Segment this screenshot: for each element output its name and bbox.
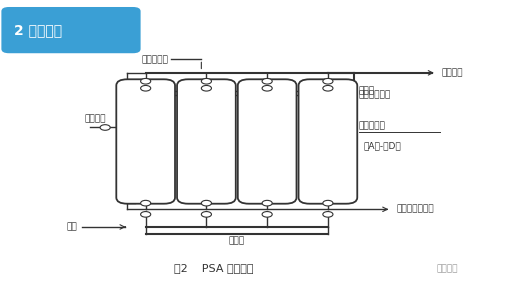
Circle shape bbox=[262, 85, 272, 91]
Circle shape bbox=[262, 78, 272, 84]
Circle shape bbox=[323, 200, 333, 206]
Text: 图2    PSA 工艺流程: 图2 PSA 工艺流程 bbox=[174, 263, 254, 273]
FancyBboxPatch shape bbox=[238, 79, 297, 204]
Text: 产品出气管: 产品出气管 bbox=[142, 55, 168, 64]
Circle shape bbox=[202, 200, 211, 206]
Text: （A）-（D）: （A）-（D） bbox=[364, 142, 402, 151]
Circle shape bbox=[202, 212, 211, 217]
Circle shape bbox=[323, 212, 333, 217]
Circle shape bbox=[262, 200, 272, 206]
Circle shape bbox=[262, 212, 272, 217]
Circle shape bbox=[140, 78, 151, 84]
Circle shape bbox=[140, 85, 151, 91]
Text: 开关阀门: 开关阀门 bbox=[85, 115, 106, 124]
Circle shape bbox=[323, 78, 333, 84]
Text: 降压与净化气管: 降压与净化气管 bbox=[396, 205, 434, 214]
Text: 产品气体: 产品气体 bbox=[442, 68, 463, 77]
Circle shape bbox=[323, 85, 333, 91]
Text: 增压管: 增压管 bbox=[359, 87, 375, 96]
Text: 升压与冲洗管: 升压与冲洗管 bbox=[359, 91, 391, 100]
Circle shape bbox=[202, 78, 211, 84]
Circle shape bbox=[202, 85, 211, 91]
Text: 进气: 进气 bbox=[67, 222, 77, 231]
Text: 进气管: 进气管 bbox=[229, 237, 245, 246]
FancyBboxPatch shape bbox=[177, 79, 236, 204]
Circle shape bbox=[100, 125, 110, 130]
FancyBboxPatch shape bbox=[116, 79, 175, 204]
Text: 2 工艺流程: 2 工艺流程 bbox=[14, 23, 62, 37]
Bar bbox=[4, 8, 8, 52]
Circle shape bbox=[140, 212, 151, 217]
Text: 填料吸附塔: 填料吸附塔 bbox=[359, 121, 386, 130]
FancyBboxPatch shape bbox=[2, 7, 140, 53]
FancyBboxPatch shape bbox=[299, 79, 357, 204]
Text: 凯天环保: 凯天环保 bbox=[436, 264, 458, 273]
Circle shape bbox=[140, 200, 151, 206]
